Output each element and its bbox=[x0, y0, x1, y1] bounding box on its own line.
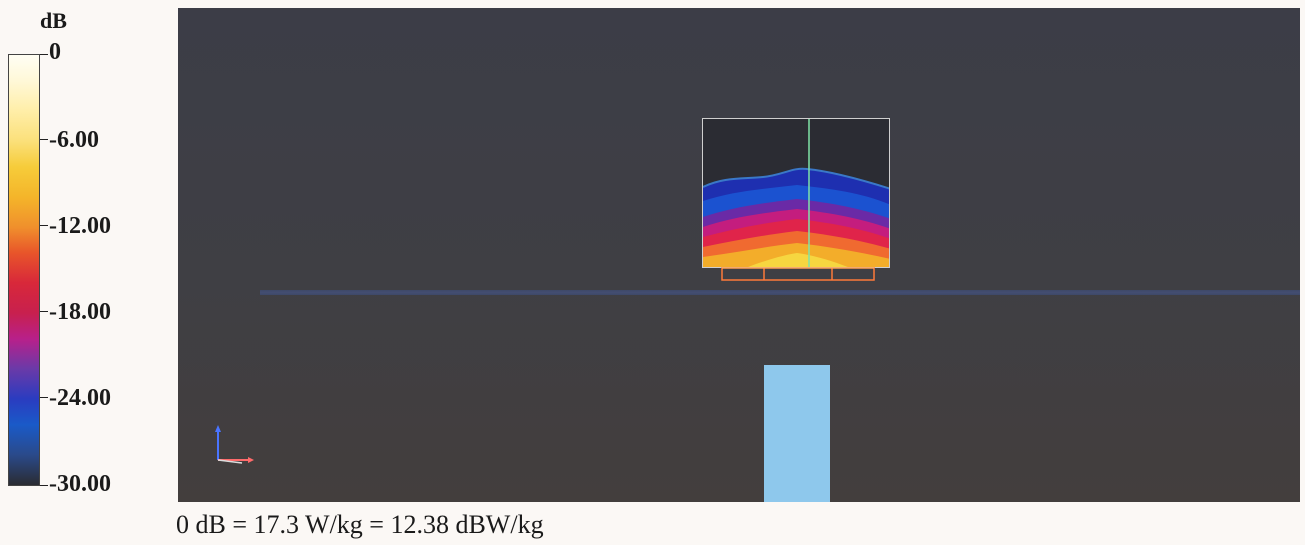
scale-tick bbox=[40, 54, 48, 55]
scale-unit-label: dB bbox=[40, 8, 67, 33]
scale-tick bbox=[40, 397, 48, 398]
scale-tick-label: 0 bbox=[49, 39, 61, 65]
scale-tick-label: -6.00 bbox=[49, 127, 99, 153]
field-distribution-box bbox=[702, 118, 890, 268]
phantom-surface-line bbox=[260, 290, 1300, 295]
xyz-axes-icon bbox=[215, 425, 254, 464]
scale-tick-label: -12.00 bbox=[49, 213, 111, 239]
antenna-outline bbox=[721, 267, 875, 281]
scale-tick bbox=[40, 311, 48, 312]
scale-tick bbox=[40, 485, 48, 486]
scale-tick-label: -24.00 bbox=[49, 385, 111, 411]
simulation-viewport[interactable] bbox=[178, 8, 1300, 502]
color-scale-bar bbox=[8, 54, 40, 486]
scale-tick-label: -30.00 bbox=[49, 471, 111, 497]
caption-text: 0 dB = 17.3 W/kg = 12.38 dBW/kg bbox=[176, 510, 544, 539]
scale-tick-label: -18.00 bbox=[49, 299, 111, 325]
scale-tick bbox=[40, 139, 48, 140]
device-block bbox=[764, 365, 830, 502]
scale-tick bbox=[40, 225, 48, 226]
